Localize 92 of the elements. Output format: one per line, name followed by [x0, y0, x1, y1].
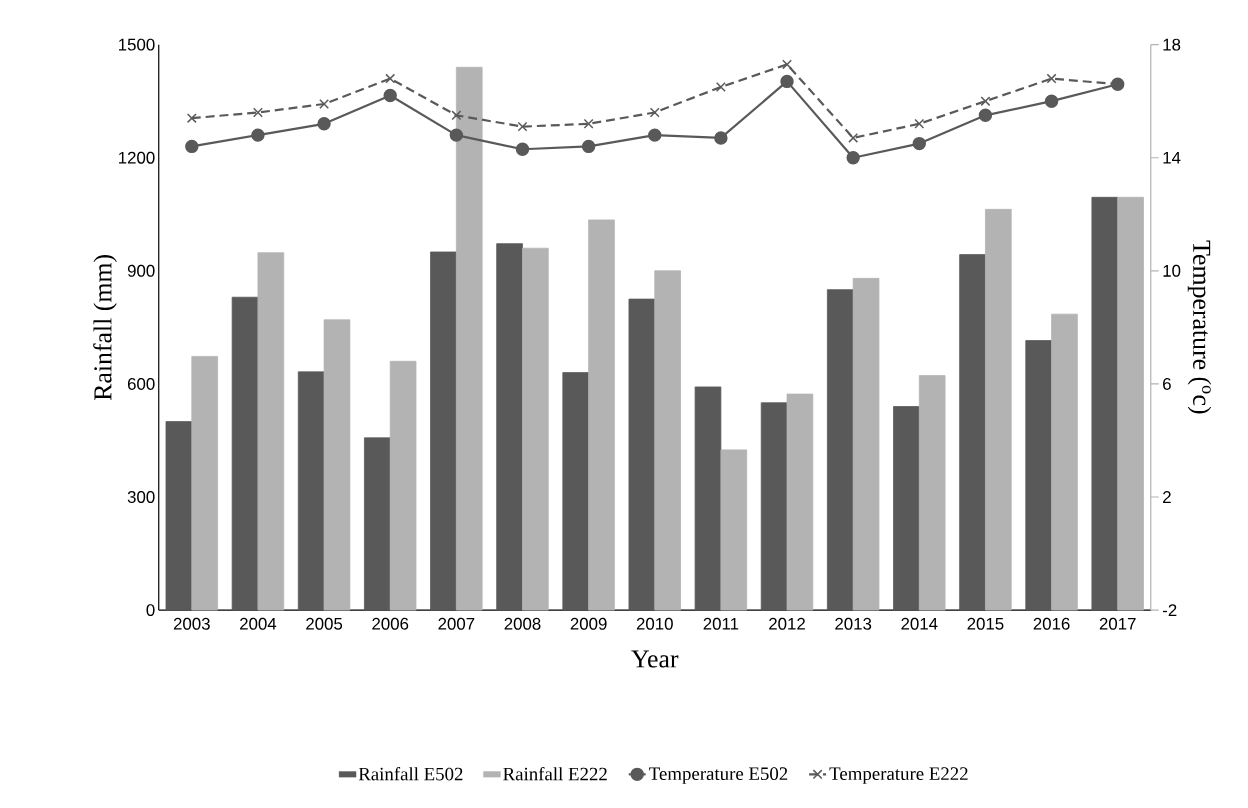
x-tick-label: 2005 [306, 618, 343, 631]
y-tick-label: 1500 [119, 38, 155, 51]
bar [760, 402, 788, 611]
x-tick-label: 2012 [769, 618, 805, 631]
y2-tick-label: 10 [1163, 265, 1181, 278]
point [449, 128, 464, 143]
legend-label: Rainfall E502 [358, 767, 463, 781]
y2-axis-title: Temperature ($^{o}$c) [1187, 240, 1212, 414]
point [912, 137, 926, 151]
bar [720, 449, 748, 611]
point [319, 99, 330, 110]
x-axis-title: Year [631, 650, 679, 668]
y-tick-label: 600 [127, 378, 155, 391]
bar [323, 319, 351, 611]
x-tick-label: 2014 [901, 618, 938, 631]
point [649, 107, 660, 118]
point [251, 128, 265, 143]
x-tick-label: 2016 [1033, 618, 1070, 631]
x-tick-label: 2007 [438, 618, 475, 631]
point [980, 96, 991, 107]
bar [522, 248, 549, 611]
x-tick-label: 2013 [835, 618, 872, 631]
bar [694, 386, 722, 611]
bar [562, 372, 590, 611]
x-tick-label: 2004 [240, 618, 277, 631]
y-tick-label: 300 [127, 491, 155, 504]
point [186, 113, 197, 124]
bar [297, 371, 325, 611]
y2-tick-label: 14 [1163, 152, 1181, 164]
y-tick-label: 0 [146, 604, 155, 617]
bar [588, 219, 615, 611]
legend-label: Temperature E502 [649, 767, 788, 785]
x-tick-label: 2011 [703, 618, 739, 631]
bar [852, 278, 880, 611]
bar [257, 252, 285, 611]
bar [191, 356, 218, 611]
x-tick-label: 2015 [967, 618, 1004, 631]
bar [1117, 197, 1144, 611]
bar [1025, 340, 1052, 611]
point [317, 117, 331, 131]
bar [918, 375, 946, 611]
point [846, 151, 860, 165]
y2-tick-label: 6 [1163, 378, 1171, 391]
bar [786, 393, 814, 611]
bar [389, 361, 417, 611]
point [782, 59, 792, 70]
point [914, 119, 925, 129]
point [978, 108, 993, 123]
x-tick-label: 2017 [1099, 618, 1136, 631]
y-tick-label: 900 [127, 265, 155, 278]
x-tick-label: 2010 [636, 618, 673, 631]
point [515, 142, 530, 157]
bar [985, 209, 1012, 611]
point [648, 128, 662, 143]
bar [455, 67, 483, 611]
y2-tick-label: 18 [1163, 38, 1181, 51]
bar [826, 289, 854, 611]
point [583, 119, 594, 129]
bar [893, 406, 920, 611]
x-tick-label: 2009 [570, 618, 607, 631]
x-tick-label: 2008 [504, 618, 541, 631]
bar [430, 251, 457, 611]
bar [496, 243, 523, 611]
point [715, 82, 726, 93]
legend-label: Rainfall E222 [503, 767, 607, 781]
bar [165, 421, 193, 611]
point [252, 107, 263, 118]
point [1046, 73, 1057, 84]
point [451, 110, 462, 121]
point [714, 131, 728, 145]
point [383, 89, 397, 103]
y2-tick-label: -2 [1162, 604, 1177, 617]
bar [1051, 314, 1078, 611]
point [385, 73, 396, 84]
y-axis-title: Rainfall (mm) [93, 255, 117, 401]
bar [364, 437, 391, 611]
y2-tick-label: 2 [1163, 491, 1171, 504]
bar [959, 254, 986, 611]
legend-label: Temperature E222 [829, 767, 968, 785]
point [780, 74, 794, 89]
point [581, 139, 596, 154]
bar [654, 270, 681, 611]
bar [231, 297, 259, 611]
x-tick-label: 2006 [372, 618, 409, 631]
point [517, 121, 528, 132]
bar [628, 298, 656, 611]
point [185, 139, 199, 154]
bar [1091, 197, 1119, 611]
point [1044, 94, 1059, 109]
y-tick-label: 1200 [119, 151, 155, 164]
x-tick-label: 2003 [173, 618, 210, 631]
point [848, 133, 859, 144]
